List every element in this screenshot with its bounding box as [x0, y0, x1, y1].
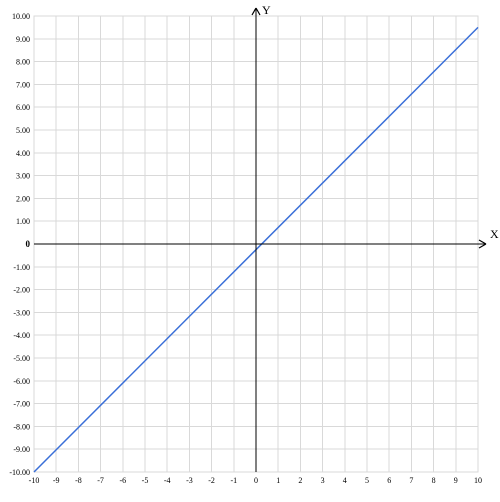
- x-tick-label: 6: [387, 476, 391, 485]
- x-tick-label: 10: [474, 476, 482, 485]
- y-tick-label: 7.00: [16, 80, 30, 89]
- y-tick-label: 5.00: [16, 126, 30, 135]
- y-tick-label: -7.00: [13, 400, 30, 409]
- line-chart: X Y -10 -9 -8 -7 -6 -5 -4 -3 -2 -1 1 2 3 4 5 6 7 8 9 10 -10.00…: [0, 0, 500, 502]
- y-tick-label: 9.00: [16, 35, 30, 44]
- y-tick-label: 4.00: [16, 149, 30, 158]
- x-tick-label: -9: [53, 476, 60, 485]
- y-tick-label: -10.00: [9, 468, 30, 477]
- x-tick-label: -3: [186, 476, 193, 485]
- y-tick-label: -4.00: [13, 331, 30, 340]
- x-tick-label: 1: [276, 476, 280, 485]
- x-tick-label: -5: [142, 476, 149, 485]
- x-tick-label: 9: [454, 476, 458, 485]
- x-tick-label: -1: [230, 476, 237, 485]
- y-tick-label: -9.00: [13, 445, 30, 454]
- x-tick-label: -6: [119, 476, 126, 485]
- x-origin-label: 0: [254, 476, 258, 485]
- y-tick-label: -2.00: [13, 286, 30, 295]
- y-tick-label: 3.00: [16, 172, 30, 181]
- x-tick-label: -4: [164, 476, 171, 485]
- y-tick-label: -3.00: [13, 308, 30, 317]
- y-tick-label: 8.00: [16, 58, 30, 67]
- x-tick-label: 5: [365, 476, 369, 485]
- y-axis-label: Y: [262, 3, 271, 17]
- x-tick-label: -8: [75, 476, 82, 485]
- x-tick-label: 7: [409, 476, 413, 485]
- x-tick-label: -2: [208, 476, 215, 485]
- y-origin-label: 0: [26, 239, 31, 249]
- y-tick-label: 2.00: [16, 194, 30, 203]
- x-tick-label: 2: [298, 476, 302, 485]
- x-tick-label: 4: [343, 476, 347, 485]
- y-tick-label: -1.00: [13, 263, 30, 272]
- x-tick-label: 8: [432, 476, 436, 485]
- x-tick-label: 3: [321, 476, 325, 485]
- y-tick-label: 10.00: [12, 12, 30, 21]
- x-tick-label: -7: [97, 476, 104, 485]
- y-tick-label: 6.00: [16, 103, 30, 112]
- x-tick-label: -10: [29, 476, 40, 485]
- y-tick-label: -5.00: [13, 354, 30, 363]
- y-tick-label: -8.00: [13, 422, 30, 431]
- y-tick-label: -6.00: [13, 377, 30, 386]
- y-tick-label: 1.00: [16, 217, 30, 226]
- x-axis-label: X: [490, 227, 499, 241]
